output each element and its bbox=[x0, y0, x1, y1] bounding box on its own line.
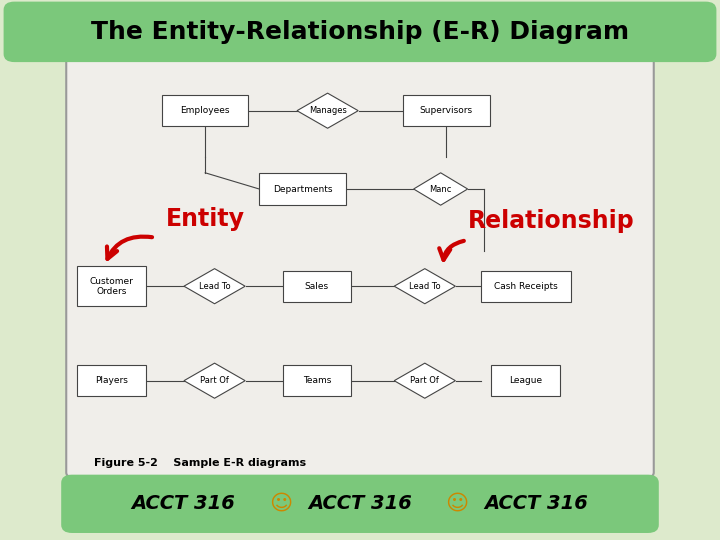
Text: ACCT 316: ACCT 316 bbox=[308, 494, 412, 513]
FancyBboxPatch shape bbox=[481, 271, 571, 302]
FancyBboxPatch shape bbox=[78, 365, 145, 396]
Text: Employees: Employees bbox=[181, 106, 230, 115]
FancyBboxPatch shape bbox=[283, 365, 351, 396]
Text: Supervisors: Supervisors bbox=[420, 106, 473, 115]
Text: Lead To: Lead To bbox=[199, 282, 230, 291]
Polygon shape bbox=[395, 363, 455, 399]
Polygon shape bbox=[184, 363, 245, 399]
Text: The Entity-Relationship (E-R) Diagram: The Entity-Relationship (E-R) Diagram bbox=[91, 20, 629, 44]
Text: Cash Receipts: Cash Receipts bbox=[494, 282, 557, 291]
Text: Sales: Sales bbox=[305, 282, 329, 291]
FancyBboxPatch shape bbox=[4, 2, 716, 62]
Text: ACCT 316: ACCT 316 bbox=[132, 494, 235, 513]
Text: Teams: Teams bbox=[302, 376, 331, 385]
Polygon shape bbox=[184, 269, 245, 303]
Text: ☺: ☺ bbox=[269, 493, 292, 514]
Text: Part Of: Part Of bbox=[410, 376, 439, 385]
FancyBboxPatch shape bbox=[283, 271, 351, 302]
Text: Manc: Manc bbox=[429, 185, 452, 193]
FancyBboxPatch shape bbox=[66, 58, 654, 477]
FancyBboxPatch shape bbox=[61, 475, 659, 533]
Text: ACCT 316: ACCT 316 bbox=[485, 494, 588, 513]
Text: Players: Players bbox=[95, 376, 128, 385]
FancyBboxPatch shape bbox=[403, 95, 490, 126]
Text: Lead To: Lead To bbox=[409, 282, 441, 291]
Text: Customer
Orders: Customer Orders bbox=[90, 276, 133, 296]
Polygon shape bbox=[395, 269, 455, 303]
FancyBboxPatch shape bbox=[78, 266, 145, 306]
Text: Entity: Entity bbox=[166, 207, 245, 231]
Text: Figure 5-2    Sample E-R diagrams: Figure 5-2 Sample E-R diagrams bbox=[94, 458, 306, 468]
FancyBboxPatch shape bbox=[259, 173, 346, 205]
FancyBboxPatch shape bbox=[162, 95, 248, 126]
Text: Departments: Departments bbox=[273, 185, 332, 193]
Text: Part Of: Part Of bbox=[200, 376, 229, 385]
Text: ☺: ☺ bbox=[446, 493, 469, 514]
Text: Manages: Manages bbox=[309, 106, 346, 115]
Text: League: League bbox=[509, 376, 542, 385]
FancyBboxPatch shape bbox=[491, 365, 560, 396]
Text: Relationship: Relationship bbox=[468, 210, 635, 233]
Polygon shape bbox=[413, 173, 468, 205]
Polygon shape bbox=[297, 93, 359, 128]
